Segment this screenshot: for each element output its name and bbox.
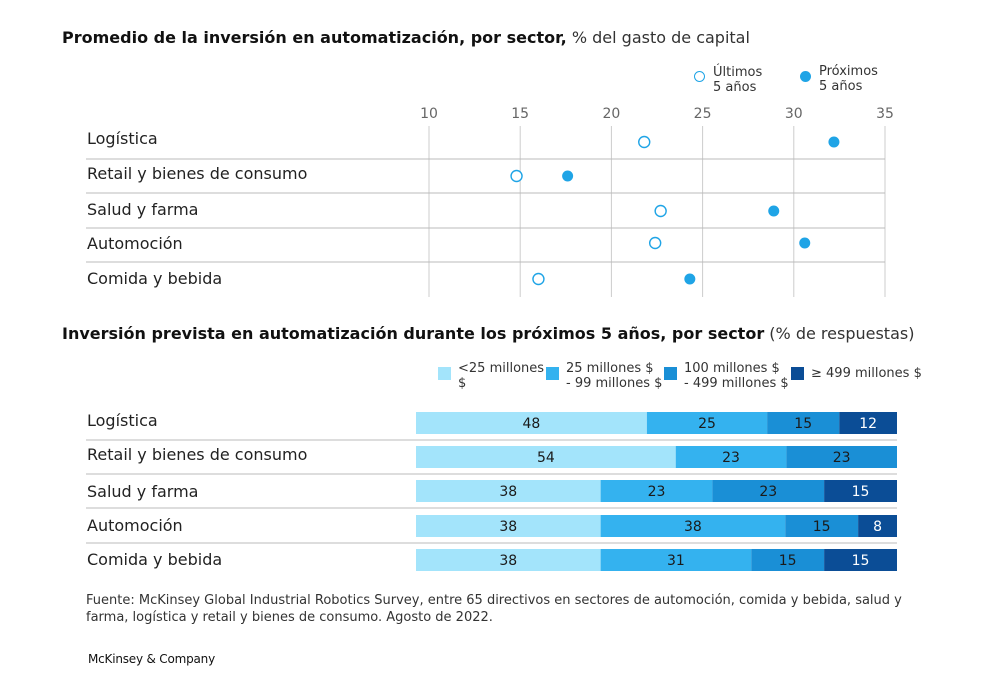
bar-value-label: 15 [794, 416, 812, 432]
bar-segment [675, 446, 787, 468]
chart1-label-logistica: Logística [87, 129, 158, 148]
bar-segment [858, 515, 897, 537]
legend-open-circle-icon [694, 71, 705, 82]
bar-value-label: 38 [499, 519, 517, 535]
bar-segment [786, 446, 897, 468]
x-tick-label: 20 [602, 106, 621, 122]
bar-segment [785, 515, 859, 537]
dot-last-5-years [654, 204, 667, 218]
dot-last-5-years [638, 135, 651, 149]
chart1-label-automocion: Automoción [87, 234, 183, 253]
chart2-title-bold: Inversión prevista en automatización dur… [62, 324, 765, 343]
chart2-label-logistica: Logística [87, 411, 158, 430]
legend-100-499: 100 millones $ - 499 millones $ [684, 361, 789, 391]
bar-segment [712, 480, 825, 502]
dot-last-5-years [532, 272, 545, 286]
bar-value-label: 54 [537, 450, 555, 466]
dot-next-5-years [684, 273, 696, 285]
bar-segment [600, 480, 713, 502]
chart2-title-unit: (% de respuestas) [764, 324, 915, 343]
bar-segment [646, 412, 768, 434]
bar-segment [824, 480, 897, 502]
bar-value-label: 23 [648, 484, 666, 500]
legend-swatch-100-499 [664, 367, 677, 380]
chart1-label-retail: Retail y bienes de consumo [87, 164, 308, 183]
dot-last-5-years [648, 236, 662, 250]
chart1-title: Promedio de la inversión en automatizaci… [62, 28, 750, 47]
dot-next-5-years [562, 170, 574, 182]
dot-next-5-years [828, 136, 840, 148]
legend-filled-circle-icon [800, 71, 811, 82]
bar-value-label: 31 [667, 553, 685, 569]
bar-value-label: 15 [852, 484, 870, 500]
legend-25-99: 25 millones $ - 99 millones $ [566, 361, 663, 391]
bar-value-label: 8 [873, 519, 882, 535]
dot-next-5-years [768, 205, 780, 217]
chart2-label-salud: Salud y farma [87, 482, 199, 501]
legend-gte499: ≥ 499 millones $ [811, 366, 922, 381]
chart1-title-unit: % del gasto de capital [566, 28, 750, 47]
legend-lt25: <25 millones $ [458, 361, 545, 391]
chart2-label-automocion: Automoción [87, 516, 183, 535]
bar-segment [416, 515, 601, 537]
chart1-label-comida: Comida y bebida [87, 269, 223, 288]
bar-value-label: 38 [684, 519, 702, 535]
chart1-title-bold: Promedio de la inversión en automatizaci… [62, 28, 567, 47]
x-tick-label: 30 [784, 106, 803, 122]
bar-segment [416, 480, 601, 502]
bar-value-label: 23 [759, 484, 777, 500]
footnote: Fuente: McKinsey Global Industrial Robot… [86, 593, 902, 625]
bar-value-label: 38 [499, 553, 517, 569]
bar-value-label: 23 [722, 450, 740, 466]
bar-segment [824, 549, 897, 571]
bar-value-label: 25 [698, 416, 716, 432]
bar-segment [751, 549, 825, 571]
bar-value-label: 38 [499, 484, 517, 500]
bar-value-label: 15 [779, 553, 797, 569]
bar-value-label: 12 [859, 416, 877, 432]
bar-value-label: 15 [813, 519, 831, 535]
legend-swatch-lt25 [438, 367, 451, 380]
chart2-label-comida: Comida y bebida [87, 550, 223, 569]
x-tick-label: 25 [693, 106, 712, 122]
bar-segment [416, 549, 601, 571]
dot-next-5-years [799, 237, 811, 249]
bar-value-label: 48 [523, 416, 541, 432]
chart2-title: Inversión prevista en automatización dur… [62, 324, 914, 343]
dot-last-5-years [510, 169, 523, 183]
bar-segment [600, 549, 752, 571]
x-tick-label: 15 [511, 106, 530, 122]
bar-segment [839, 412, 897, 434]
legend-swatch-gte499 [791, 367, 804, 380]
bar-value-label: 15 [852, 553, 870, 569]
legend-swatch-25-99 [546, 367, 559, 380]
x-tick-label: 10 [420, 106, 438, 122]
brand-logo: McKinsey & Company [88, 652, 215, 666]
x-tick-label: 35 [876, 106, 894, 122]
bar-segment [416, 446, 676, 468]
bar-segment [416, 412, 647, 434]
chart2-label-retail: Retail y bienes de consumo [87, 445, 308, 464]
legend-last-5-years: Últimos 5 años [713, 65, 763, 95]
chart1-label-salud: Salud y farma [87, 200, 199, 219]
bar-value-label: 23 [833, 450, 851, 466]
bar-segment [767, 412, 840, 434]
legend-next-5-years: Próximos 5 años [819, 64, 878, 94]
bar-segment [600, 515, 786, 537]
